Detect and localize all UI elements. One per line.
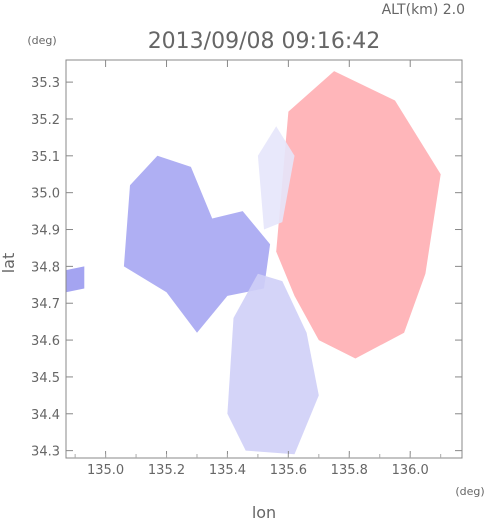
y-tick-label: 34.5	[31, 371, 60, 386]
x-tick-label: 135.0	[87, 463, 124, 478]
y-tick-label: 34.7	[31, 297, 60, 312]
y-axis-ticks: 34.3 34.4 34.5 34.6 34.7 34.8 34.9 35.0 35.1 35.2…	[31, 76, 462, 460]
velocity-lobe-west-main	[123, 155, 271, 333]
y-tick-label: 35.1	[31, 150, 60, 165]
x-tick-label: 135.2	[148, 463, 185, 478]
y-tick-label: 34.8	[31, 260, 60, 275]
plot-frame	[65, 59, 463, 459]
x-axis-label: lon	[252, 503, 276, 521]
x-tick-label: 136.0	[392, 463, 429, 478]
y-tick-label: 35.2	[31, 113, 60, 128]
plot-timestamp-title: 2013/09/08 09:16:42	[148, 29, 381, 54]
velocity-lobe-south	[227, 273, 319, 455]
x-axis-ticks: 135.0 135.2 135.4 135.6 135.8 136.0	[74, 60, 442, 478]
y-axis-label: lat	[0, 253, 18, 274]
y-axis-unit: (deg)	[27, 34, 56, 47]
velocity-lobe-north-neutral	[257, 126, 295, 230]
altitude-label: ALT(km) 2.0	[382, 2, 465, 18]
x-tick-label: 135.4	[209, 463, 246, 478]
velocity-lobe-east	[276, 71, 441, 359]
y-tick-label: 35.3	[31, 76, 60, 91]
y-tick-label: 35.0	[31, 187, 60, 202]
x-tick-label: 135.6	[270, 463, 307, 478]
y-tick-label: 34.9	[31, 224, 60, 239]
y-tick-label: 34.4	[31, 408, 60, 423]
velocity-field	[66, 71, 441, 455]
y-tick-label: 34.6	[31, 334, 60, 349]
velocity-lobe-west-spur	[66, 266, 85, 293]
x-tick-label: 135.8	[331, 463, 368, 478]
x-axis-unit: (deg)	[455, 485, 484, 498]
y-tick-label: 34.3	[31, 445, 60, 460]
